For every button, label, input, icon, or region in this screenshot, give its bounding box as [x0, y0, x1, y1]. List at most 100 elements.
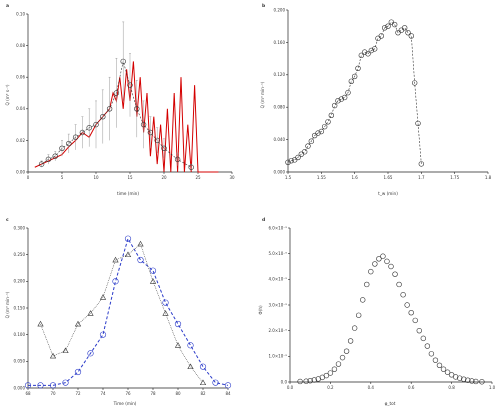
data-point: [318, 128, 325, 135]
data-point: [87, 350, 94, 357]
data-point: [415, 120, 421, 127]
data-point: [303, 378, 309, 384]
data-point: [149, 267, 157, 274]
panel-d-letter: d: [262, 217, 265, 223]
data-point: [37, 382, 44, 389]
x-tick-label: 20: [161, 175, 167, 180]
data-point: [479, 379, 485, 385]
data-point: [473, 378, 479, 385]
data-point: [400, 292, 406, 298]
y-tick-label: 0.150: [14, 305, 26, 310]
panel-c-y-axis-label: Q (m³ min⁻¹): [5, 291, 10, 318]
data-point: [368, 268, 374, 275]
data-point: [331, 102, 338, 109]
data-point-triangle: [87, 310, 94, 316]
data-point: [24, 382, 32, 389]
panel-b-x-axis-label: t_w (min): [378, 191, 398, 196]
data-point: [307, 378, 313, 384]
y-tick-label: 0.200: [274, 7, 286, 12]
y-tick-label: 0.08: [16, 43, 25, 48]
data-point: [388, 263, 394, 270]
y-tick-label: 5.0×10⁻⁵: [268, 251, 287, 256]
panel-a-x-axis-label: time (min): [117, 191, 139, 196]
data-point-triangle: [49, 352, 57, 359]
data-point: [391, 21, 398, 28]
data-point-triangle: [162, 310, 169, 316]
data-point: [154, 137, 160, 144]
data-point: [339, 354, 346, 361]
panel-a-plot-area: 0 5 10 15 20 25 30 0.00 0.02 0.04 0.06 0.08 0.10: [16, 11, 235, 180]
data-point: [452, 374, 459, 380]
x-tick-label: 1.75: [450, 175, 459, 180]
data-point: [347, 338, 354, 344]
panel-c-plot-area: 68 70 72 74 76 78 80 82 84 0.000 0.050 0.100 0.150 0.…: [14, 225, 232, 396]
panel-c: c 68 70 72 74 76 78 80 82 84 0.000 0.050 0.100 0.150…: [5, 218, 232, 406]
data-point: [59, 145, 65, 152]
data-point-triangle: [199, 379, 207, 386]
data-point: [100, 113, 106, 120]
data-point-triangle: [137, 240, 144, 247]
data-point: [161, 145, 167, 152]
data-point: [351, 73, 358, 80]
x-tick-label: 72: [75, 391, 81, 396]
data-point: [288, 157, 295, 164]
data-point: [188, 164, 194, 170]
data-point: [106, 106, 113, 112]
data-point: [127, 82, 133, 88]
data-point: [408, 33, 415, 39]
panel-d: d 0.0 0.2 0.4 0.6 0.8 1.0 0.0 1.0×10⁻⁵ 2.0×10⁻⁵ 3…: [258, 217, 496, 406]
data-point-triangle: [62, 347, 69, 354]
data-point: [124, 235, 132, 242]
data-point-triangle: [124, 251, 132, 258]
data-point: [140, 121, 147, 128]
data-point: [376, 256, 382, 262]
data-point: [315, 130, 321, 136]
data-point: [321, 123, 328, 130]
x-tick-label: 1.0: [489, 385, 496, 390]
data-point: [411, 80, 418, 86]
data-point: [331, 366, 338, 372]
data-point: [401, 25, 408, 31]
y-tick-label: 2.0×10⁻⁵: [268, 328, 287, 333]
series-line: [40, 243, 204, 383]
data-point: [79, 129, 86, 136]
data-point: [335, 98, 341, 104]
x-tick-label: 1.55: [317, 175, 326, 180]
data-point: [371, 46, 378, 52]
x-tick-label: 0.4: [368, 385, 375, 390]
data-point: [469, 378, 475, 384]
data-point: [45, 156, 52, 163]
panel-b: b 1.5 1.55 1.6 1.65 1.7 1.75 1.8 0.000 0.040 0.08…: [260, 3, 492, 196]
y-tick-label: 4.0×10⁻⁵: [268, 277, 287, 282]
x-tick-label: 0: [27, 175, 30, 180]
panel-b-y-axis-label: Q (m³ min⁻¹): [260, 81, 265, 108]
data-point: [385, 23, 391, 29]
data-point: [72, 134, 79, 140]
y-tick-label: 0.160: [274, 40, 286, 45]
x-tick-label: 78: [150, 391, 156, 396]
data-point: [62, 379, 69, 386]
y-tick-label: 0.06: [16, 75, 25, 80]
data-point-triangle: [74, 320, 82, 327]
data-point: [381, 25, 388, 31]
data-point: [187, 342, 194, 349]
data-point: [361, 49, 368, 55]
y-tick-label: 0.050: [14, 359, 26, 364]
data-point: [408, 310, 414, 316]
data-point: [351, 325, 358, 331]
x-tick-label: 70: [50, 391, 56, 396]
x-tick-label: 1.6: [351, 175, 358, 180]
data-point: [285, 159, 291, 165]
data-point: [345, 89, 351, 96]
data-point: [420, 335, 427, 342]
data-point: [327, 370, 334, 376]
data-point: [162, 299, 169, 306]
data-point: [360, 297, 366, 303]
data-point-triangle: [112, 256, 119, 263]
data-point: [137, 256, 144, 264]
data-point-triangle: [174, 342, 182, 348]
data-point: [341, 94, 348, 101]
data-point: [372, 261, 378, 267]
data-point: [49, 382, 57, 389]
